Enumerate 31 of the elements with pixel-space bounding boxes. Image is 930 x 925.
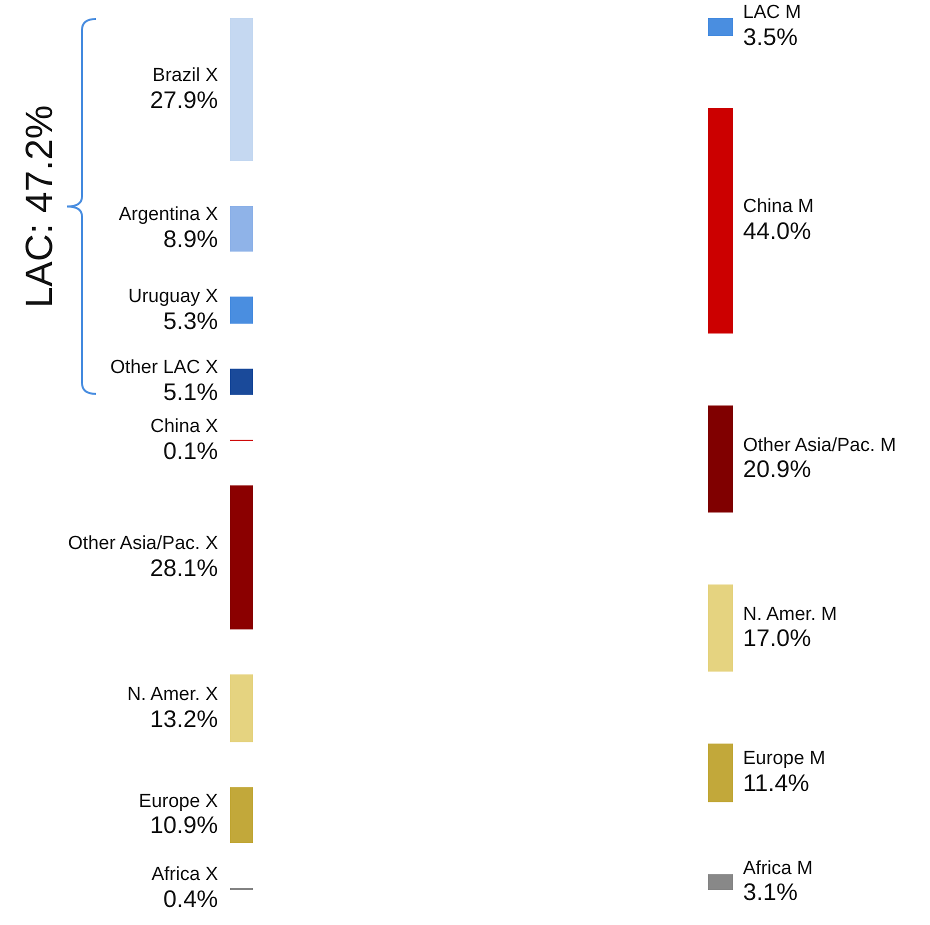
category-label: China M [743, 196, 814, 218]
data-label: 0.4% [162, 886, 218, 914]
data-label: 0.1% [162, 438, 218, 466]
data-label: 5.3% [162, 308, 218, 336]
category-label: Other LAC X [110, 357, 218, 380]
category-label: Other Asia/Pac. M [743, 434, 896, 456]
data-label: 27.9% [150, 86, 218, 114]
data-label: 3.5% [743, 24, 799, 52]
data-label: 28.1% [148, 554, 218, 582]
category-label: Brazil X [152, 64, 218, 87]
category-label: N. Amer. M [743, 604, 837, 626]
category-label: LAC M [743, 2, 802, 24]
category-label: Uruguay X [128, 286, 218, 308]
data-label: 5.1% [162, 379, 218, 407]
data-label: 13.2% [148, 706, 218, 734]
data-label: 17.0% [743, 625, 812, 654]
text: LAC: 47.2% [18, 105, 62, 308]
category-label: Other Asia/Pac. X [68, 532, 218, 555]
data-label: 11.4% [743, 770, 810, 798]
data-label: 20.9% [743, 456, 812, 484]
category-label: N. Amer. X [127, 684, 218, 706]
category-label: Argentina X [118, 204, 218, 226]
data-label: 3.1% [743, 879, 799, 907]
category-label: Europe X [138, 790, 218, 812]
data-label: 8.9% [162, 226, 218, 254]
category-label: China X [150, 416, 218, 438]
category-label: Europe M [743, 748, 826, 770]
category-label: Africa X [151, 864, 218, 886]
category-label: Africa M [743, 858, 813, 880]
data-label: 44.0% [743, 218, 812, 246]
data-label: 10.9% [148, 812, 218, 840]
